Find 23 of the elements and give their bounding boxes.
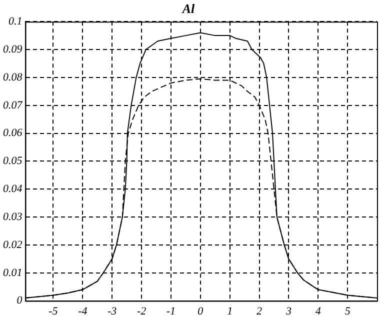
x-tick-label: 1 bbox=[227, 305, 233, 318]
y-tick-label: 0.02 bbox=[3, 238, 23, 251]
chart-title: Al bbox=[181, 1, 196, 16]
x-tick-label: 0 bbox=[198, 305, 204, 318]
x-tick-label: -2 bbox=[136, 305, 147, 318]
x-tick-label: 4 bbox=[315, 305, 322, 318]
y-tick-label: 0.03 bbox=[3, 210, 23, 223]
x-tick-label: 5 bbox=[344, 305, 351, 318]
x-tick-label: -1 bbox=[166, 305, 176, 318]
y-tick-label: 0.01 bbox=[3, 266, 22, 279]
y-tick-label: 0.07 bbox=[3, 99, 23, 112]
x-tick-label: 3 bbox=[284, 305, 292, 318]
y-tick-label: 0.06 bbox=[3, 127, 23, 140]
x-tick-label: -4 bbox=[78, 305, 88, 318]
x-tick-label: -5 bbox=[48, 305, 58, 318]
y-tick-label: 0 bbox=[16, 294, 23, 307]
x-tick-label: 2 bbox=[256, 305, 263, 318]
x-tick-label: -3 bbox=[108, 305, 118, 318]
y-tick-label: 0.09 bbox=[3, 43, 23, 56]
y-tick-label: 0.05 bbox=[3, 155, 23, 168]
y-tick-label: 0.04 bbox=[3, 183, 23, 196]
y-tick-label: 0.1 bbox=[8, 15, 22, 28]
y-tick-label: 0.08 bbox=[3, 71, 23, 84]
